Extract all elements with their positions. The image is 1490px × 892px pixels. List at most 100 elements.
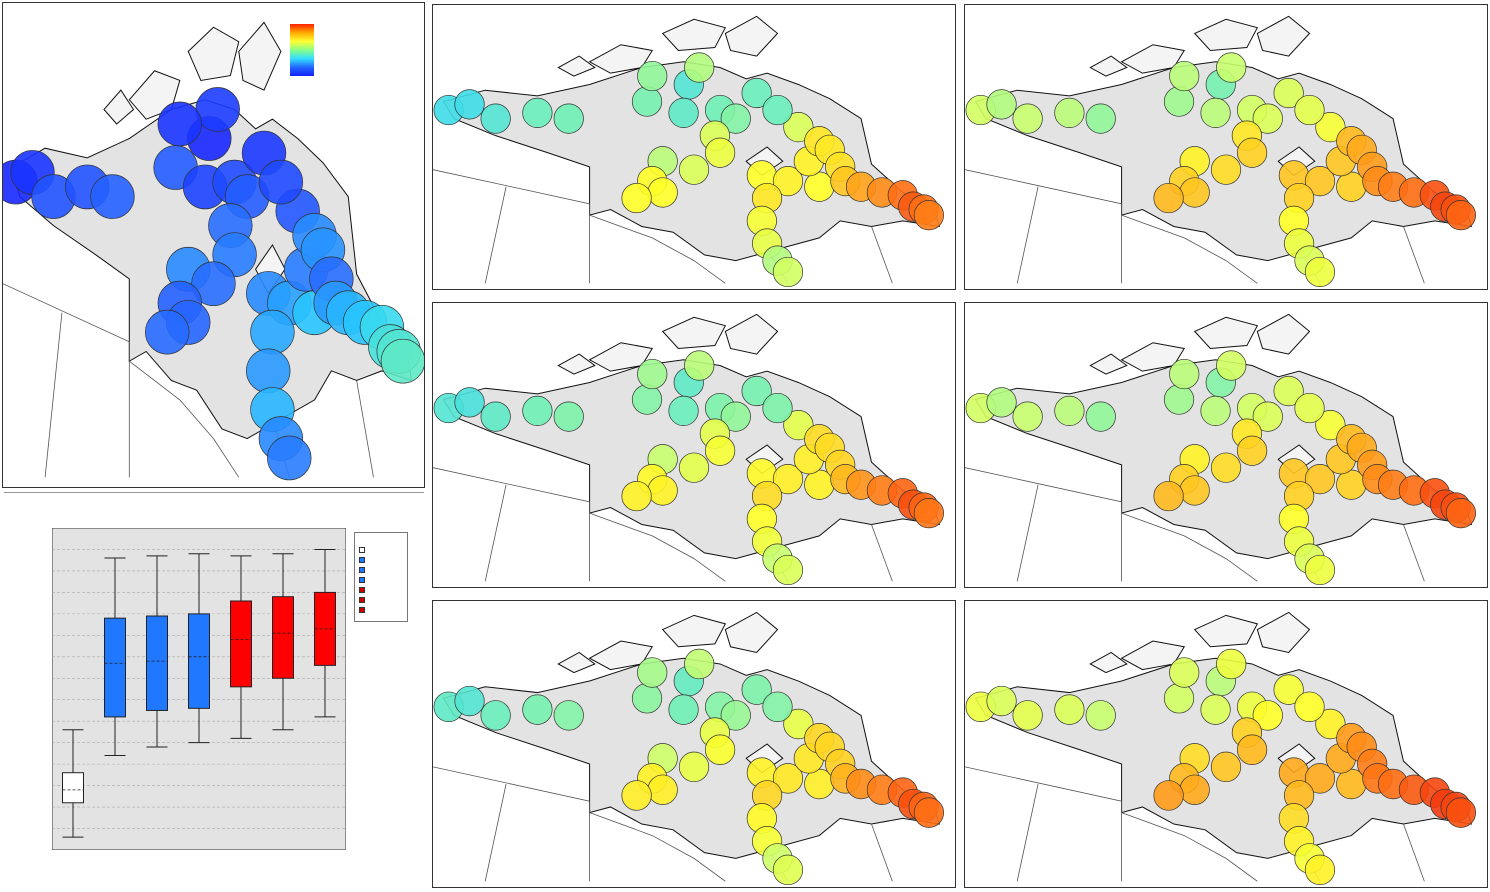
station-marker — [678, 452, 710, 483]
island-shape — [1193, 614, 1259, 648]
station-marker — [1153, 480, 1184, 512]
station-marker — [380, 338, 424, 384]
station-marker — [522, 694, 553, 725]
station-marker — [1236, 137, 1268, 168]
station-marker — [553, 700, 584, 731]
border-line — [44, 312, 63, 478]
station-marker — [1200, 97, 1231, 128]
station-marker — [1163, 384, 1195, 415]
station-marker — [678, 751, 710, 783]
station-marker — [637, 657, 668, 688]
station-marker — [741, 375, 772, 407]
station-marker — [1169, 358, 1200, 390]
station-marker — [1236, 734, 1268, 765]
border-line — [589, 214, 726, 284]
station-marker — [1012, 700, 1043, 731]
station-marker — [480, 401, 511, 432]
station-marker — [1085, 700, 1116, 731]
station-marker — [1252, 700, 1283, 731]
border-line — [1016, 783, 1039, 882]
station-marker — [1294, 691, 1325, 723]
box-1 — [62, 772, 84, 804]
border-line — [871, 524, 893, 582]
station-marker — [1163, 683, 1195, 714]
station-marker — [1216, 648, 1247, 680]
station-marker — [1273, 674, 1304, 705]
legend-swatch — [359, 607, 365, 613]
station-marker — [704, 137, 736, 168]
station-marker — [668, 395, 699, 426]
station-marker — [90, 174, 135, 219]
map-panel-scenario-6 — [964, 600, 1488, 888]
map-baseline — [3, 21, 424, 481]
station-marker — [195, 87, 240, 132]
station-marker — [704, 435, 736, 466]
border-line — [433, 467, 591, 582]
legend-swatch — [359, 587, 365, 593]
island-shape — [588, 44, 654, 74]
station-marker — [1169, 60, 1200, 92]
station-marker — [1273, 375, 1304, 407]
station-marker — [772, 166, 804, 197]
border-line — [433, 169, 591, 284]
island-shape — [661, 614, 727, 648]
station-marker — [704, 734, 736, 765]
border-line — [589, 812, 726, 882]
station-marker — [720, 700, 751, 731]
island-shape — [724, 611, 779, 653]
map-panel-scenario-5 — [964, 302, 1488, 588]
station-marker — [621, 182, 652, 214]
border-line — [1403, 823, 1425, 882]
station-marker — [1169, 657, 1200, 688]
station-marker — [762, 691, 793, 723]
station-marker — [1200, 395, 1231, 426]
station-marker — [684, 350, 715, 381]
station-marker — [191, 261, 236, 307]
station-marker — [454, 387, 485, 418]
island-shape — [1120, 44, 1186, 74]
island-shape — [103, 89, 135, 125]
border-line — [129, 360, 240, 478]
station-marker — [454, 89, 485, 120]
station-marker — [1216, 52, 1247, 83]
station-marker — [250, 309, 295, 355]
station-marker — [1304, 554, 1336, 586]
box-2 — [104, 617, 126, 718]
map-scenario-6 — [965, 611, 1477, 886]
station-marker — [762, 392, 793, 424]
station-marker — [647, 177, 678, 208]
station-marker — [1200, 694, 1231, 725]
station-marker — [637, 358, 668, 390]
station-marker — [522, 395, 553, 426]
station-marker — [144, 309, 190, 355]
boxplot-legend — [354, 532, 408, 622]
station-marker — [986, 387, 1017, 418]
station-marker — [553, 401, 584, 432]
island-shape — [1120, 342, 1186, 372]
station-marker — [772, 464, 804, 495]
station-marker — [631, 384, 663, 415]
station-marker — [1179, 177, 1210, 208]
station-marker — [1012, 401, 1043, 432]
station-marker — [1012, 103, 1043, 134]
island-shape — [661, 18, 727, 51]
island-shape — [238, 21, 282, 91]
border-line — [965, 467, 1123, 582]
island-shape — [588, 342, 654, 372]
station-marker — [741, 77, 772, 109]
station-marker — [637, 60, 668, 92]
border-line — [1121, 812, 1258, 882]
island-shape — [1089, 651, 1128, 674]
border-line — [871, 226, 893, 284]
station-marker — [668, 97, 699, 128]
island-shape — [557, 55, 596, 77]
station-marker — [454, 685, 485, 717]
station-marker — [913, 498, 945, 529]
legend-swatch — [359, 557, 365, 563]
island-shape — [1120, 640, 1186, 671]
station-marker — [1273, 77, 1304, 109]
legend-swatch — [359, 577, 365, 583]
station-marker — [1054, 395, 1085, 426]
station-marker — [1252, 401, 1283, 432]
border-line — [871, 823, 893, 882]
